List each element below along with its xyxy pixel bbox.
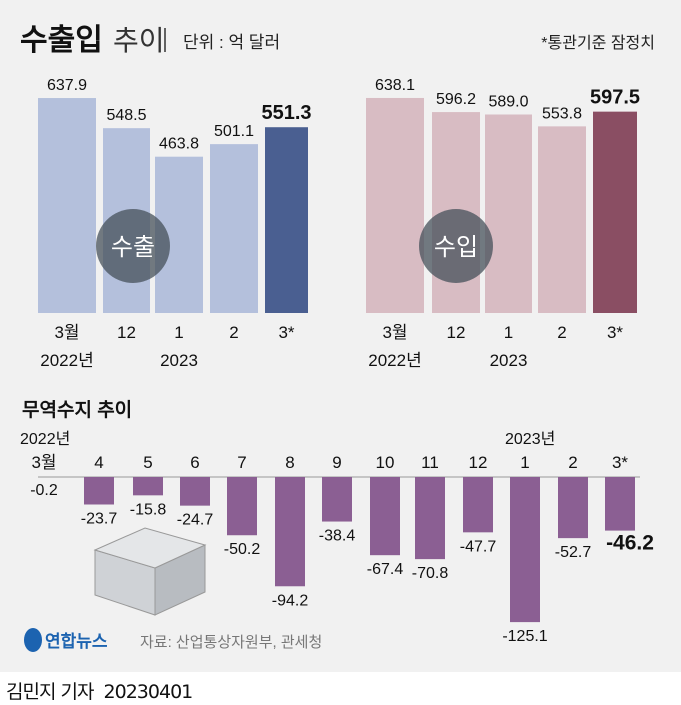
- import-year-label: 2023: [490, 351, 528, 370]
- export-x-tick: 2: [229, 323, 238, 342]
- export-bar: [38, 98, 96, 313]
- balance-x-tick: 8: [285, 453, 294, 472]
- balance-x-tick: 4: [94, 453, 103, 472]
- balance-x-tick: 1: [520, 453, 529, 472]
- export-year-label: 2022년: [40, 351, 93, 370]
- balance-x-tick: 3*: [612, 453, 628, 472]
- export-x-tick: 12: [117, 323, 136, 342]
- balance-x-tick: 12: [469, 453, 488, 472]
- export-x-tick: 1: [174, 323, 183, 342]
- balance-bar: [227, 477, 257, 536]
- import-value-label: 553.8: [542, 105, 582, 122]
- balance-year-label: 2022년: [20, 430, 70, 448]
- chart-canvas: 수출입 추이 단위 : 억 달러 *통관기준 잠정치 637.9 3월 2022년 5…: [20, 24, 655, 652]
- title-light: 추이: [113, 25, 165, 56]
- balance-value-label: -125.1: [502, 628, 547, 645]
- balance-x-tick: 9: [332, 453, 341, 472]
- balance-title: 무역수지 추이: [22, 399, 132, 421]
- logo-text: 연합뉴스: [45, 631, 108, 651]
- source-label: 자료: 산업통상자원부, 관세청: [140, 634, 322, 651]
- import-value-label: 638.1: [375, 77, 415, 94]
- balance-x-tick: 2: [568, 453, 577, 472]
- import-bar: [593, 111, 637, 313]
- export-value-label: 463.8: [159, 136, 199, 153]
- container-icon: [93, 527, 207, 616]
- import-badge-label: 수입: [434, 234, 478, 261]
- import-value-label: 596.2: [436, 91, 476, 108]
- export-x-tick: 3*: [278, 323, 294, 342]
- balance-bar: [415, 477, 445, 560]
- balance-value-label: -47.7: [460, 538, 497, 555]
- balance-bar: [180, 477, 210, 506]
- balance-value-label: -50.2: [224, 541, 261, 558]
- balance-value-label: -67.4: [367, 561, 404, 578]
- author: 김민지 기자: [6, 681, 94, 703]
- import-x-tick: 2: [557, 323, 566, 342]
- balance-x-tick: 10: [376, 453, 395, 472]
- balance-x-tick: 11: [421, 453, 439, 472]
- balance-value-label: -15.8: [130, 501, 167, 518]
- balance-bar: [322, 477, 352, 522]
- export-year-label: 2023: [160, 351, 198, 370]
- import-bar: [485, 114, 532, 314]
- import-bar: [366, 97, 424, 313]
- export-badge: [96, 209, 170, 283]
- balance-value-label: -46.2: [606, 532, 654, 555]
- balance-bar: [510, 477, 540, 623]
- export-value-label: 548.5: [106, 107, 146, 124]
- export-bar: [210, 144, 258, 313]
- title-bold: 수출입: [20, 24, 103, 57]
- export-bar: [265, 127, 308, 313]
- balance-bar: [370, 477, 400, 556]
- balance-value-label: -23.7: [81, 510, 118, 527]
- balance-x-tick: 6: [190, 453, 199, 472]
- export-x-tick: 3월: [54, 323, 79, 342]
- balance-value-label: -0.2: [30, 482, 58, 499]
- import-x-tick: 3*: [607, 323, 623, 342]
- unit-label: 단위 : 억 달러: [183, 33, 280, 52]
- balance-value-label: -70.8: [412, 565, 449, 582]
- balance-x-tick: 5: [143, 453, 152, 472]
- import-value-label: 589.0: [488, 94, 528, 111]
- balance-value-label: -52.7: [555, 544, 592, 561]
- export-value-label: 551.3: [261, 102, 311, 124]
- import-x-tick: 3월: [382, 323, 407, 342]
- import-bar: [538, 126, 586, 313]
- import-x-tick: 1: [504, 323, 513, 342]
- balance-bar: [463, 477, 493, 533]
- note-label: *통관기준 잠정치: [541, 34, 655, 52]
- balance-value-label: -94.2: [272, 592, 309, 609]
- balance-value-label: -38.4: [319, 528, 356, 545]
- balance-bar: [84, 477, 114, 505]
- export-value-label: 637.9: [47, 77, 87, 94]
- footer: 김민지 기자 20230401: [6, 677, 194, 704]
- balance-bar: [605, 477, 635, 531]
- import-value-label: 597.5: [590, 87, 640, 109]
- balance-x-tick: 7: [237, 453, 246, 472]
- export-badge-label: 수출: [111, 234, 155, 261]
- balance-year-label: 2023년: [505, 430, 555, 448]
- import-x-tick: 12: [447, 323, 466, 342]
- balance-bar: [133, 477, 163, 496]
- date: 20230401: [103, 681, 194, 703]
- balance-value-label: -24.7: [177, 512, 214, 529]
- balance-bar: [558, 477, 588, 539]
- export-value-label: 501.1: [214, 123, 254, 140]
- yonhap-logo: 연합뉴스: [24, 628, 108, 652]
- import-year-label: 2022년: [368, 351, 421, 370]
- balance-x-tick: 3월: [31, 453, 56, 472]
- balance-bar: [275, 477, 305, 587]
- import-badge: [419, 209, 493, 283]
